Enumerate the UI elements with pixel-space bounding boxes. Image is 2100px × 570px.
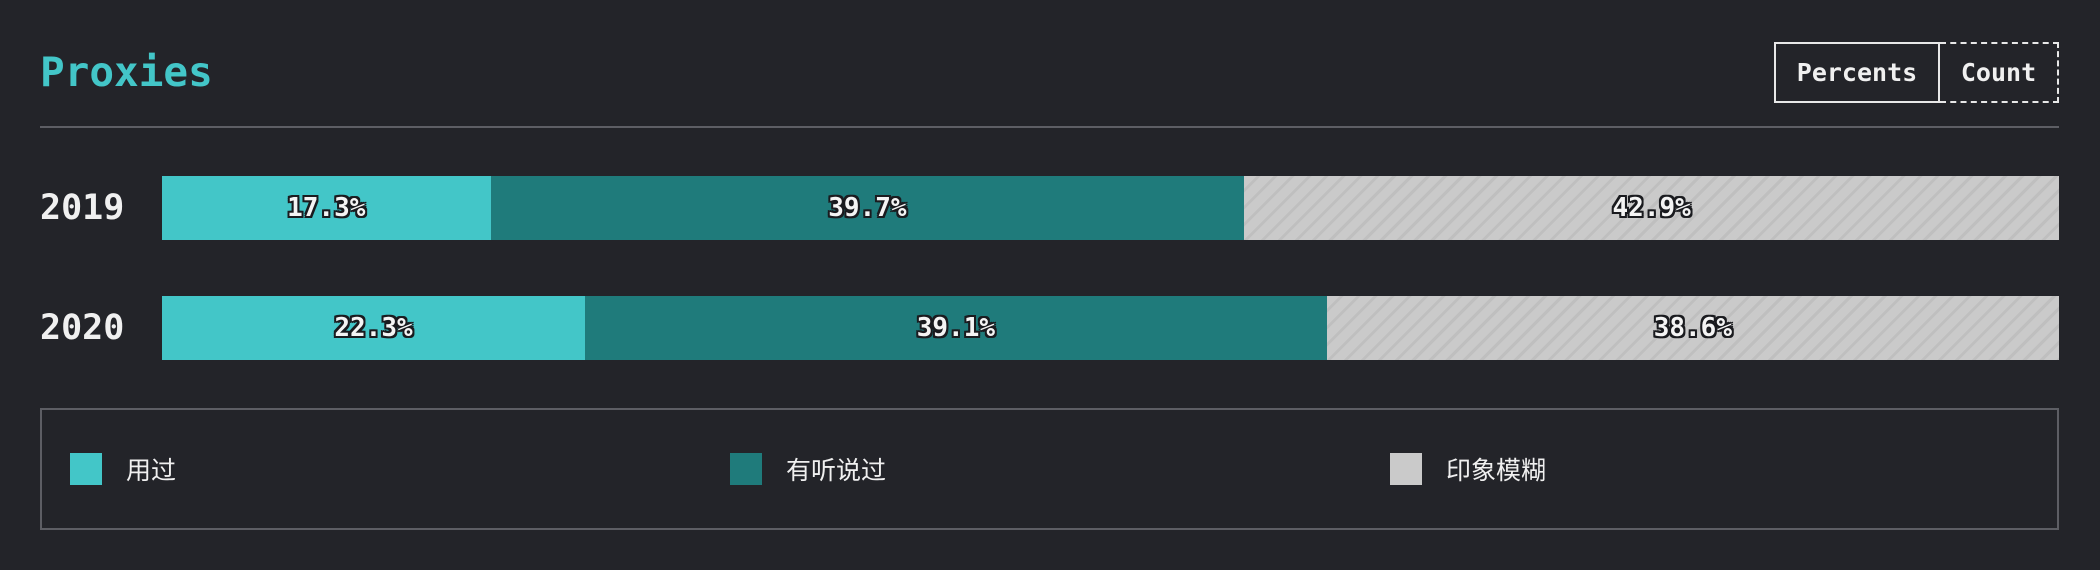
- count-button[interactable]: Count: [1940, 42, 2059, 103]
- chart-title: Proxies: [40, 48, 213, 96]
- data-label: 42.9%: [1612, 193, 1691, 223]
- legend: 用过 有听说过 印象模糊: [40, 408, 2059, 530]
- data-label: 17.3%: [287, 193, 366, 223]
- bar-2020: 22.3% 39.1% 38.6%: [162, 296, 2059, 360]
- legend-swatch: [70, 453, 102, 485]
- data-label: 22.3%: [334, 313, 413, 343]
- data-label: 39.7%: [828, 193, 907, 223]
- legend-item-2[interactable]: 有听说过: [730, 410, 886, 528]
- bar-segment-2019-1[interactable]: 17.3%: [162, 176, 491, 240]
- bar-segment-2020-3[interactable]: 38.6%: [1326, 296, 2059, 360]
- data-label: 39.1%: [916, 313, 996, 343]
- bar-segment-2020-2[interactable]: 39.1%: [585, 296, 1327, 360]
- legend-swatch: [730, 453, 762, 485]
- legend-label: 有听说过: [786, 456, 887, 485]
- legend-label: 印象模糊: [1446, 456, 1547, 485]
- percents-button[interactable]: Percents: [1774, 42, 1940, 103]
- bar-2019: 17.3% 39.7% 42.9%: [162, 176, 2059, 240]
- row-label-2019: 2019: [40, 188, 125, 228]
- title-divider: [40, 126, 2059, 128]
- bar-segment-2019-3[interactable]: 42.9%: [1244, 176, 2059, 240]
- legend-swatch: [1390, 453, 1422, 485]
- data-label: 38.6%: [1653, 313, 1732, 343]
- legend-item-3[interactable]: 印象模糊: [1390, 410, 1546, 528]
- bar-segment-2019-2[interactable]: 39.7%: [490, 176, 1245, 240]
- bar-segment-2020-1[interactable]: 22.3%: [162, 296, 586, 360]
- view-toggle: Percents Count: [1774, 42, 2059, 103]
- legend-item-1[interactable]: 用过: [70, 410, 176, 528]
- legend-label: 用过: [126, 456, 177, 485]
- row-label-2020: 2020: [40, 308, 125, 348]
